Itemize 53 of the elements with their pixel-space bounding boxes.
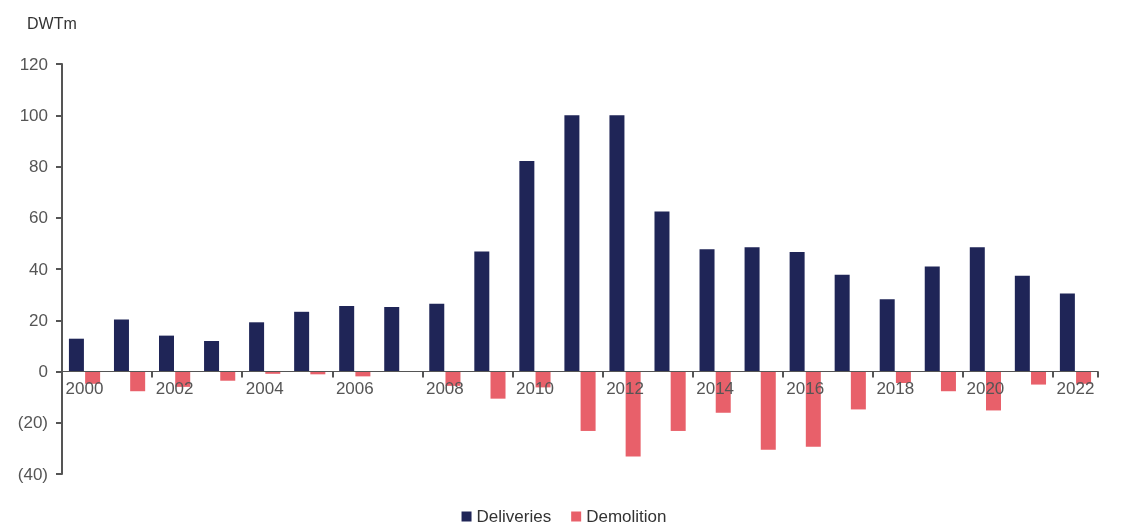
bar (130, 371, 146, 392)
bar (760, 371, 776, 450)
bar (834, 274, 850, 372)
legend-label: Deliveries (476, 507, 552, 526)
bar (744, 247, 760, 372)
y-tick-label: 0 (38, 362, 48, 381)
bar (68, 338, 84, 372)
x-tick-label: 2002 (155, 378, 194, 398)
bar (879, 299, 895, 372)
bar (580, 371, 596, 431)
y-tick-label: 120 (19, 54, 48, 74)
bar (609, 115, 625, 372)
y-tick-label: (40) (17, 464, 48, 484)
y-tick-label: (20) (17, 413, 48, 433)
bar (204, 341, 220, 372)
bar (699, 249, 715, 372)
x-tick-label: 2008 (425, 378, 464, 398)
bar (1014, 275, 1030, 372)
bar (789, 252, 805, 372)
y-tick-label: 20 (29, 310, 48, 330)
bar (339, 305, 355, 372)
bar (159, 335, 175, 372)
bar (969, 247, 985, 372)
y-tick-label: 60 (29, 208, 48, 228)
bar (924, 266, 940, 372)
x-tick-label: 2010 (516, 378, 554, 398)
y-tick-label: 100 (19, 105, 48, 125)
x-tick-label: 2004 (245, 378, 284, 398)
bar (220, 371, 236, 381)
bar (294, 311, 310, 372)
y-tick-label: 80 (29, 157, 48, 176)
bar (1031, 371, 1047, 385)
y-tick-label: 40 (29, 259, 48, 279)
bar (384, 306, 400, 372)
bar (429, 303, 445, 372)
x-tick-label: 2022 (1056, 378, 1095, 398)
bar (654, 211, 670, 372)
bar (895, 371, 911, 384)
bar (850, 371, 866, 410)
x-tick-label: 2000 (65, 378, 104, 398)
bar (1059, 293, 1075, 372)
x-tick-label: 2006 (335, 378, 374, 398)
bar (940, 371, 956, 392)
legend-label: Demolition (586, 507, 667, 526)
bar (249, 322, 265, 372)
bar (670, 371, 686, 431)
bar (564, 115, 580, 372)
y-axis-title: DWTm (27, 14, 77, 32)
bar (113, 319, 129, 372)
bar (519, 161, 535, 372)
bar (490, 371, 506, 399)
bar (474, 251, 490, 372)
x-tick-label: 2018 (876, 378, 915, 398)
